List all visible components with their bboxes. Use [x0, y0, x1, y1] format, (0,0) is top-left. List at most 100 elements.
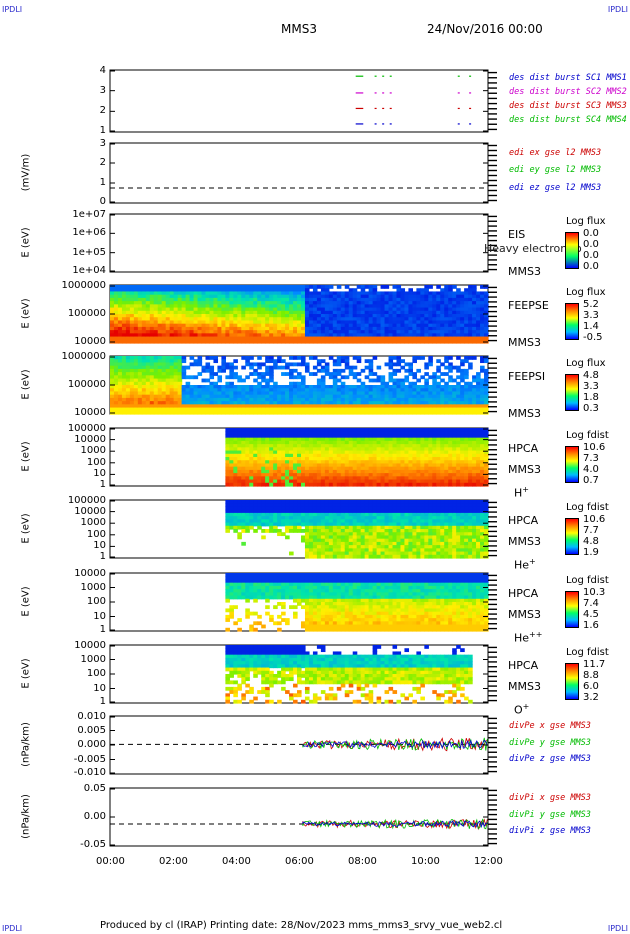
y-tick-label: 0.000 [77, 739, 106, 750]
y-tick-label: 1e+07 [72, 209, 106, 220]
x-tick-label: 08:00 [348, 856, 377, 867]
y-tick-label: 1 [99, 177, 106, 188]
instrument-label: EIS [508, 228, 526, 242]
legend-entry: edi ey gse l2 MMS3 [509, 165, 602, 176]
spectrogram-hpca_h [225, 428, 489, 487]
y-tick-label: 1 [99, 551, 106, 562]
x-tick-label: 10:00 [411, 856, 440, 867]
colorbar-title: Log fdist [566, 430, 609, 441]
colorbar-value: 3.2 [583, 691, 599, 703]
spacecraft-title: MMS3 [281, 22, 317, 36]
y-tick-label: 1000 [80, 517, 106, 529]
x-tick-label: 00:00 [96, 856, 125, 867]
instrument-label: HPCA [508, 514, 539, 528]
legend-entry: divPi z gse MMS3 [509, 826, 591, 837]
y-tick-label: 100000 [67, 495, 106, 506]
y-tick-label: 3 [99, 84, 106, 96]
colorbar-value: 10.3 [583, 587, 606, 598]
colorbar-value: 0.0 [583, 238, 599, 250]
colorbar [565, 663, 579, 700]
footer-credit: Produced by cl (IRAP) Printing date: 28/… [100, 920, 503, 931]
y-axis-label: (mV/m) [20, 153, 32, 192]
legend-entry: des dist burst SC3 MMS3 [509, 100, 627, 111]
y-axis-label: E (eV) [20, 369, 32, 400]
y-tick-label: -0.05 [80, 839, 106, 850]
y-tick-label: -0.010 [73, 767, 106, 778]
colorbar-value: -0.5 [583, 331, 603, 343]
y-tick-label: 1000000 [61, 280, 106, 291]
panel-hpca_he [109, 499, 497, 559]
colorbar-title: Log flux [566, 358, 606, 369]
trace-2 [302, 739, 488, 750]
colorbar-value: 10.6 [583, 514, 606, 525]
y-tick-label: 100 [86, 668, 106, 679]
colorbar-value: 7.3 [583, 452, 599, 464]
colorbar-value: 10.6 [583, 442, 606, 453]
y-tick-label: 10000 [74, 336, 106, 347]
colorbar [565, 374, 579, 411]
legend-entry: edi ex gse l2 MMS3 [509, 148, 602, 159]
panel-hpca_h [109, 427, 497, 487]
y-tick-label: 100000 [67, 379, 106, 390]
legend-entry: divPi x gse MMS3 [509, 792, 591, 803]
colorbar-value: 3.3 [583, 380, 599, 392]
species-label: He+ [514, 556, 536, 572]
colorbar-value: 0.0 [583, 260, 599, 272]
colorbar [565, 591, 579, 628]
panel-feepse [109, 284, 497, 344]
y-tick-label: 0.05 [83, 783, 106, 794]
colorbar-value: 3.3 [583, 309, 599, 321]
y-tick-label: 1 [99, 479, 106, 490]
colorbar-title: Log fdist [566, 502, 609, 513]
panel-burst [109, 69, 497, 133]
instrument-label: HPCA [508, 659, 539, 673]
date-title: 24/Nov/2016 00:00 [427, 22, 543, 36]
instrument-label: HPCA [508, 442, 539, 456]
spacecraft-label: MMS3 [508, 679, 541, 693]
spacecraft-label: MMS3 [508, 406, 541, 420]
corner-label-bottom-right: IPDLI [607, 924, 628, 933]
legend-entry: divPe x gse MMS3 [509, 720, 591, 731]
y-tick-label: 10000 [74, 640, 106, 651]
trace-0 [302, 818, 488, 831]
y-axis-label: (nPa/km) [20, 794, 32, 839]
y-axis-label: E (eV) [20, 513, 32, 544]
species-label: O+ [514, 701, 530, 717]
y-tick-label: 1 [99, 125, 106, 136]
legend-entry: des dist burst SC1 MMS1 [509, 73, 627, 84]
y-tick-label: 10 [93, 682, 106, 694]
spectrogram-hpca_he [225, 500, 489, 559]
y-tick-label: 100000 [67, 423, 106, 434]
colorbar-value: 4.8 [583, 535, 599, 547]
y-tick-label: 10 [93, 468, 106, 480]
y-axis-label: E (eV) [20, 586, 32, 617]
y-tick-label: 0 [99, 196, 106, 207]
y-axis-label: E (eV) [20, 441, 32, 472]
colorbar [565, 518, 579, 555]
spectrogram-feepse [110, 285, 489, 344]
colorbar-title: Log flux [566, 216, 606, 227]
y-tick-label: 10 [93, 610, 106, 622]
y-tick-label: 0.010 [77, 711, 106, 722]
y-tick-label: 2 [99, 157, 106, 168]
y-tick-label: 1000 [80, 581, 106, 593]
legend-entry: divPe y gse MMS3 [509, 737, 591, 748]
y-tick-label: 100 [86, 456, 106, 468]
x-tick-label: 12:00 [474, 856, 503, 867]
y-tick-label: 4 [99, 65, 106, 76]
trace-2 [302, 820, 488, 829]
corner-label-right: IPDLI [607, 5, 628, 14]
y-tick-label: 10 [93, 540, 106, 552]
instrument-label: FEEPSE [508, 299, 549, 313]
y-axis-label: E (eV) [20, 227, 32, 258]
colorbar-value: 7.4 [583, 597, 599, 609]
colorbar-title: Log fdist [566, 575, 609, 586]
spectrogram-hpca_hepp [225, 573, 489, 632]
spacecraft-label: MMS3 [508, 534, 541, 548]
panel-divpe [109, 715, 497, 775]
y-tick-label: 3 [99, 138, 106, 149]
legend-entry: des dist burst SC4 MMS4 [509, 114, 627, 125]
y-tick-label: 1000 [80, 653, 106, 665]
species-label: H+ [514, 484, 529, 500]
y-axis-label: E (eV) [20, 658, 32, 689]
